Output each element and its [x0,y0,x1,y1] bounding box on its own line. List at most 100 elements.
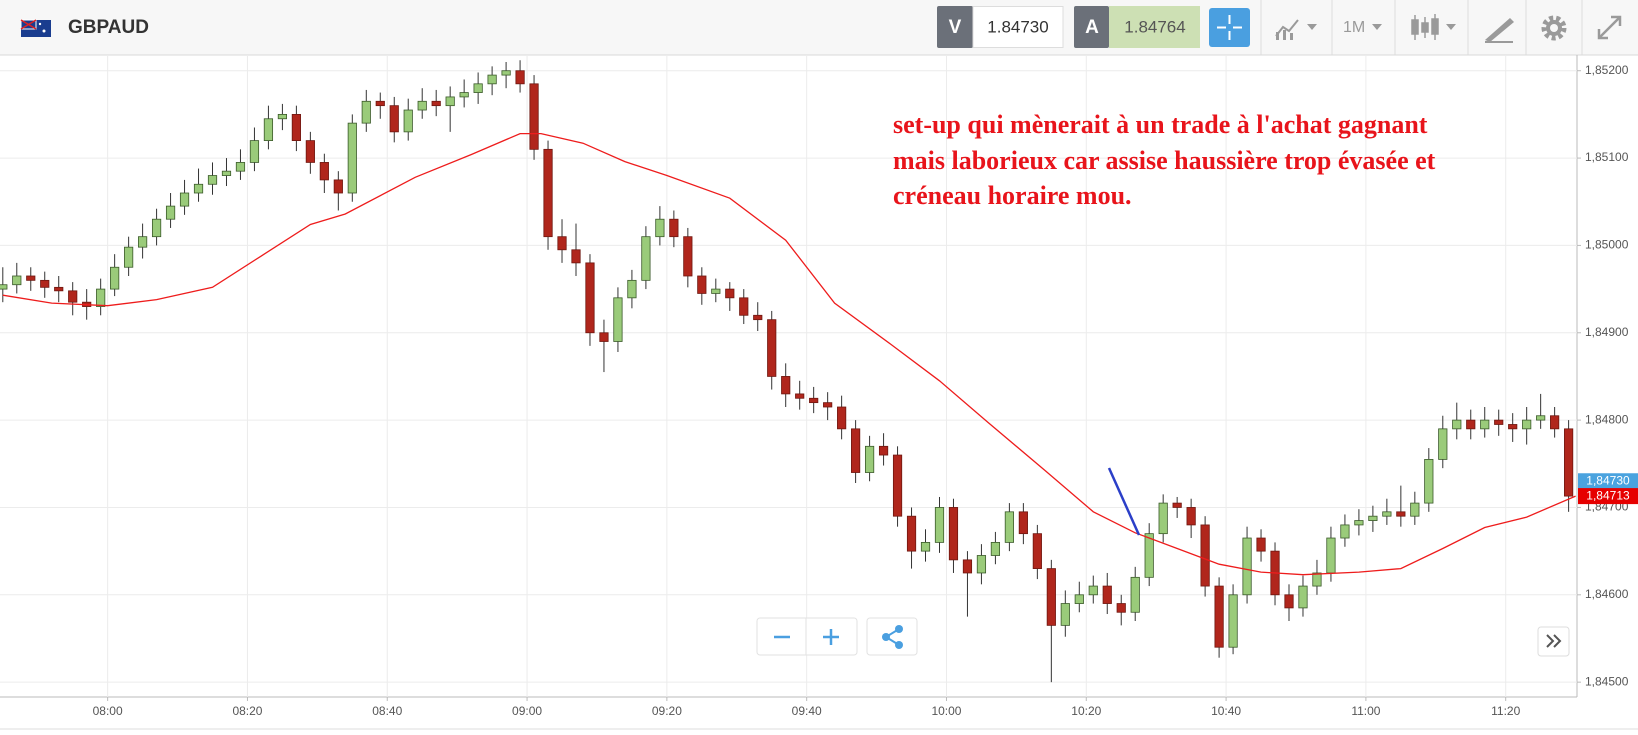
candle-body [1158,502,1168,535]
settings-button[interactable] [1541,15,1567,41]
candle-body [235,162,246,172]
candle-type-button[interactable] [1411,14,1456,40]
annotation-line: mais laborieux car assise haussière trop… [893,146,1436,175]
y-tick-label: 1,84900 [1585,325,1629,339]
zoom-box [756,617,858,656]
x-tick-label: 08:40 [372,704,402,718]
candle-body [753,314,763,321]
x-tick-label: 10:20 [1071,704,1101,718]
fullscreen-button[interactable] [1597,15,1622,40]
candle-body [1018,511,1028,535]
candle-body [1186,507,1196,526]
candle-body [1284,594,1294,609]
candle-body [990,541,1001,556]
candle-body [445,96,455,107]
scroll-right-button[interactable] [1537,626,1570,657]
candle-body [529,83,539,150]
candle-body [179,192,190,207]
candle-body [599,332,609,342]
candle-body [627,279,637,299]
candle-body [1354,520,1364,526]
candle-body [319,162,329,181]
candle-body [1466,419,1476,430]
chart-type-button[interactable] [1275,19,1317,40]
toolbar-separators [1260,0,1583,55]
candle-body [557,236,567,251]
candle-body [165,205,176,220]
y-tick-label: 1,84600 [1585,587,1629,601]
candle-body [501,70,511,76]
candle-body [515,70,525,85]
sell-button[interactable]: V 1.84730 [937,6,1064,48]
candle-body [1004,511,1014,543]
candle-body [389,105,399,133]
candle-body [1046,568,1056,626]
candle-body [0,284,8,290]
candle-body [948,507,959,561]
candle-body [906,515,917,552]
symbol: GBPAUD [68,17,149,38]
candle-body [795,393,805,399]
candle-body [1550,415,1560,430]
candle-body [403,109,413,133]
candle-body [864,445,875,473]
candle-body [487,74,497,85]
candle-body [1382,511,1392,517]
candle-body [1242,537,1252,596]
candle-body [976,555,987,574]
draw-tool-button[interactable] [1485,18,1514,43]
price-marker-label: 1,84730 [1586,473,1630,487]
candle-body [1116,603,1126,613]
annotation-line: set-up qui mènerait à un trade à l'achat… [893,110,1428,139]
candle-body [375,100,385,107]
candle-body [459,92,469,98]
share-button[interactable] [866,617,918,656]
price-marker [1578,488,1638,505]
zoom-in-button[interactable] [823,629,839,645]
buy-button[interactable]: A 1.84764 [1074,6,1200,48]
candle-body [1060,603,1070,626]
candle-body [1424,459,1434,504]
candle-body [291,113,301,142]
candle-body [431,100,441,107]
candle-body [1522,419,1532,430]
y-tick-label: 1,85100 [1585,150,1629,164]
candle-body [739,297,749,316]
candle-body [1200,524,1210,587]
candle-body [473,83,483,93]
moving-average [2,132,1576,576]
candle-body [767,319,777,377]
candle-body [683,236,693,277]
y-tick-label: 1,84800 [1585,412,1629,426]
flag-icon [20,19,51,37]
candle-body [151,218,162,238]
candle-body [347,122,357,194]
candle-body [962,559,973,574]
candle-body [571,249,581,264]
candle-body [12,275,22,286]
candle-body [1032,533,1042,570]
annotation: set-up qui mènerait à un trade à l'achat… [893,110,1436,210]
sell-label: V [949,17,962,38]
timeframe-button[interactable]: 1M [1343,19,1382,36]
candle-body [26,275,36,281]
candle-body [221,170,232,176]
crosshair-button[interactable] [1209,8,1250,47]
axis-labels: 1,85200 1,85100 1,85000 1,84900 1,84800 1,847… [93,63,1638,718]
x-tick-label: 09:00 [512,704,542,718]
x-tick-label: 11:20 [1491,704,1520,718]
grid [0,55,1577,697]
header-bar [0,0,1638,55]
candle-body [920,541,931,552]
candle-body [54,286,64,292]
candle-body [655,218,665,238]
candle-body [361,100,371,124]
candle-body [1228,594,1238,648]
candle-body [934,507,945,543]
candle-body [809,397,819,404]
moving-average-layer [2,132,1576,576]
y-tick-label: 1,85200 [1585,63,1629,77]
candle-body [1494,419,1504,425]
x-tick-label: 10:00 [931,704,961,718]
